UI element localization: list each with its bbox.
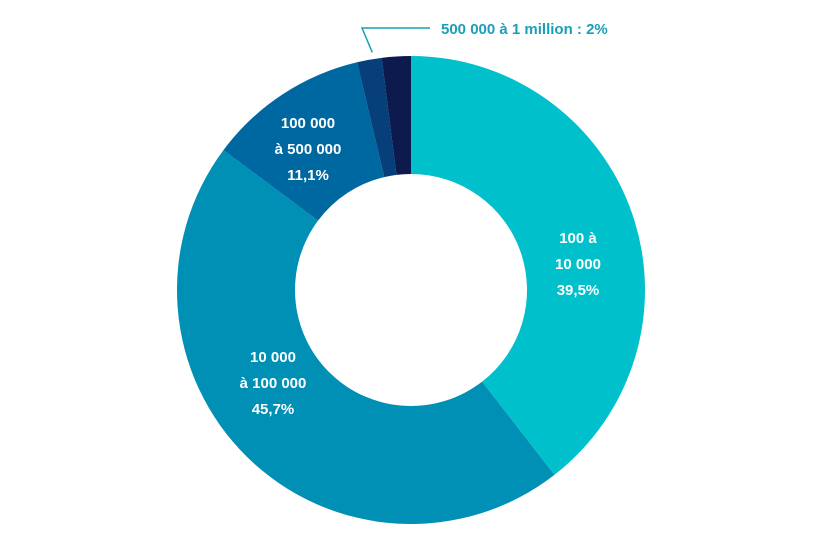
slice-label-line: à 100 000 [240, 375, 307, 392]
slice-label-0: 100 à 10 000 39,5% [555, 230, 601, 299]
slice-label-line: 45,7% [252, 401, 295, 418]
slice-label-line: 10 000 [555, 256, 601, 273]
donut-slice-2 [223, 62, 385, 221]
slice-label-line: 10 000 [250, 349, 296, 366]
slice-label-line: 11,1% [287, 167, 329, 184]
donut-slice-0 [411, 56, 646, 475]
donut-slice-3 [357, 57, 397, 178]
slice-label-line: 100 000 [281, 115, 335, 132]
donut-slice-1 [176, 150, 555, 525]
callout-leader-line [360, 27, 430, 53]
slice-label-line: 39,5% [557, 282, 600, 299]
slice-label-2: 100 000 à 500 000 11,1% [275, 115, 342, 184]
slice-label-line: à 500 000 [275, 141, 342, 158]
slice-label-1: 10 000 à 100 000 45,7% [240, 349, 307, 418]
callout-label: 500 000 à 1 million : 2% [441, 21, 608, 38]
slice-labels: 100 à 10 000 39,5% 10 000 à 100 000 45,7% 100 … [240, 21, 608, 418]
slice-label-line: 100 à [559, 230, 597, 247]
donut-slices [176, 56, 646, 525]
donut-slice-4 [381, 56, 411, 175]
